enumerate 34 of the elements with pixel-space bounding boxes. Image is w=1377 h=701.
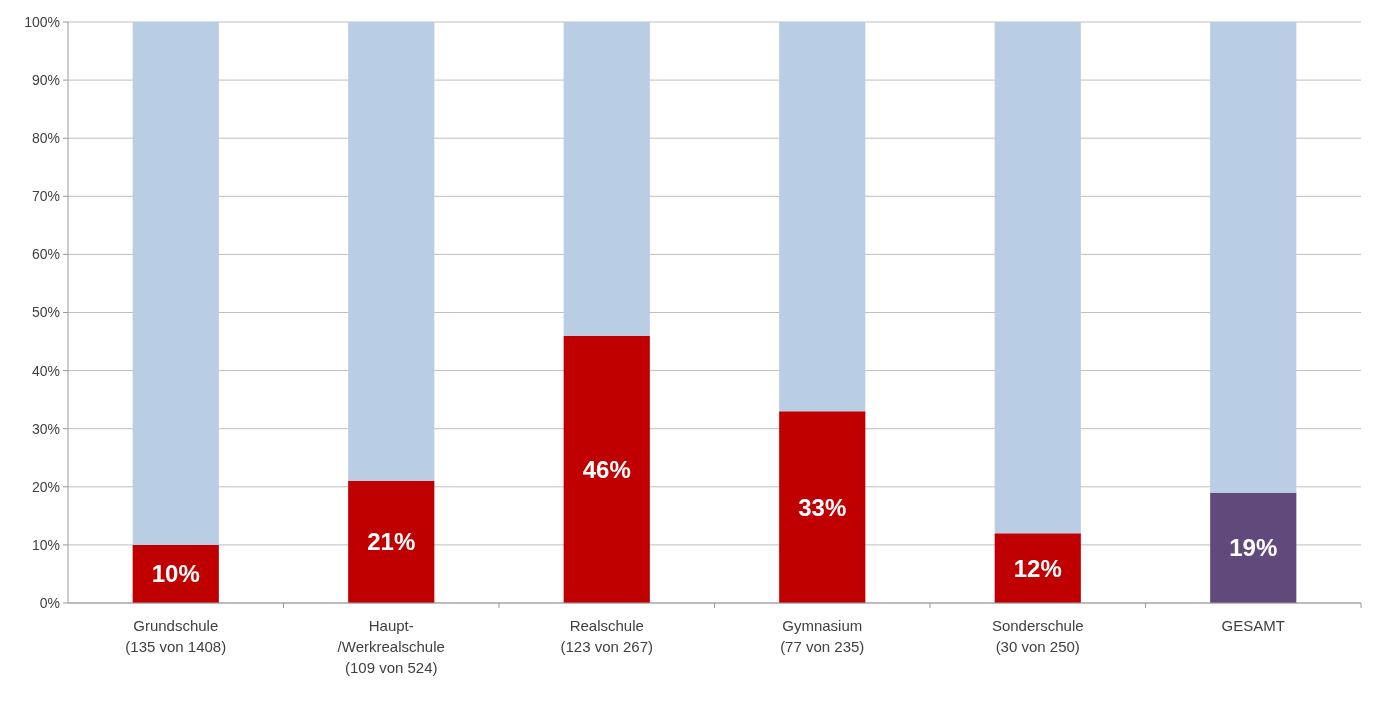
- bar: [563, 335, 650, 603]
- data-label: 33%: [798, 493, 847, 521]
- x-tick-label: Grundschule (135 von 1408): [125, 617, 227, 655]
- y-tick-label: 90%: [31, 72, 60, 88]
- bar: [563, 22, 650, 336]
- y-tick-label: 20%: [31, 478, 60, 495]
- bar: [1210, 492, 1297, 603]
- bar: [779, 22, 866, 412]
- data-label: 21%: [367, 528, 416, 556]
- bar: [1210, 22, 1297, 493]
- bar: [994, 22, 1081, 534]
- y-tick-label: 70%: [31, 188, 60, 205]
- y-tick-label: 30%: [31, 420, 60, 437]
- bar: [132, 22, 219, 545]
- x-tick-label: Haupt- /Werkrealschule (109 von 524): [337, 617, 445, 676]
- x-tick-label: Gymnasium (77 von 235): [780, 617, 865, 655]
- data-label: 12%: [1013, 554, 1062, 582]
- y-tick-label: 50%: [31, 304, 60, 321]
- data-label: 46%: [582, 455, 631, 483]
- data-label: 10%: [151, 560, 200, 588]
- bar: [348, 22, 435, 481]
- y-tick-label: 0%: [39, 594, 60, 611]
- x-tick-label: Sonderschule (30 von 250): [991, 617, 1084, 655]
- y-tick-label: 80%: [31, 130, 60, 147]
- x-tick-label: Realschule (123 von 267): [560, 617, 654, 655]
- bar: [348, 480, 435, 603]
- y-tick-label: 100%: [24, 13, 60, 30]
- x-tick-label: GESAMT: [1221, 617, 1285, 634]
- bar: [779, 411, 866, 603]
- bar: [994, 533, 1081, 603]
- y-tick-label: 10%: [31, 536, 60, 553]
- y-tick-label: 40%: [31, 362, 60, 379]
- data-label: 19%: [1229, 534, 1278, 562]
- y-tick-label: 60%: [31, 246, 60, 263]
